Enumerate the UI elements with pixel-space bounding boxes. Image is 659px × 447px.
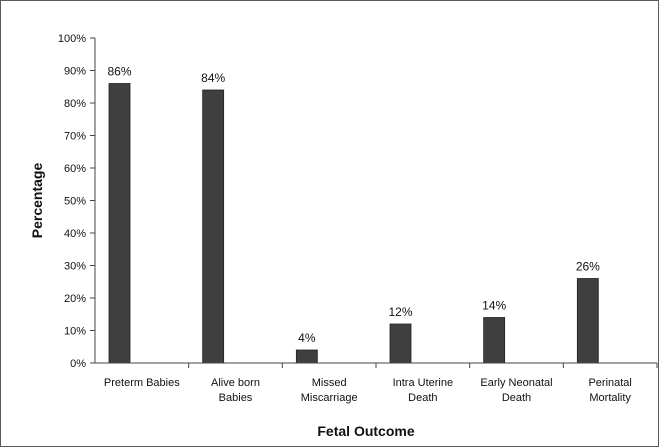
y-tick-label: 40% (64, 228, 86, 240)
y-tick-label: 70% (64, 131, 86, 143)
bars (108, 83, 599, 364)
y-tick-label: 10% (64, 326, 86, 338)
y-tick-label: 100% (58, 33, 86, 45)
x-tick-label: Missed Miscarriage (301, 377, 358, 404)
y-tick-label: 80% (64, 98, 86, 110)
bar (295, 349, 318, 364)
data-label: 26% (576, 260, 600, 274)
data-label: 86% (107, 65, 131, 79)
bar (108, 83, 131, 364)
data-labels: 86% 84% 4% 12% 14% 26% (107, 65, 600, 346)
data-label: 14% (482, 299, 506, 313)
bar (576, 278, 599, 364)
bar (389, 323, 412, 364)
y-axis-title: Percentage (29, 163, 45, 239)
y-tick-label: 50% (64, 196, 86, 208)
x-axis-title: Fetal Outcome (317, 423, 414, 439)
y-axis-ticks: 0% 10% 20% 30% 40% 50% 60% 70% 80% 90% 100% (58, 33, 95, 370)
data-label: 84% (201, 71, 225, 85)
y-tick-label: 0% (70, 358, 86, 370)
category-labels: Preterm Babies Alive born Babies Missed Misc… (104, 363, 658, 404)
bar (483, 317, 506, 364)
data-label: 12% (388, 305, 412, 319)
bar (202, 89, 225, 364)
y-tick-label: 20% (64, 293, 86, 305)
x-tick-label: Preterm Babies (104, 377, 180, 389)
x-tick-label: Early Neonatal Death (480, 377, 552, 404)
y-tick-label: 90% (64, 66, 86, 78)
data-label: 4% (298, 331, 316, 345)
x-tick-label: Alive born Babies (211, 377, 260, 404)
x-tick-label: Intra Uterine Death (393, 377, 454, 404)
x-tick-label: Perinatal Mortality (588, 377, 631, 404)
y-tick-label: 60% (64, 163, 86, 175)
y-tick-label: 30% (64, 261, 86, 273)
